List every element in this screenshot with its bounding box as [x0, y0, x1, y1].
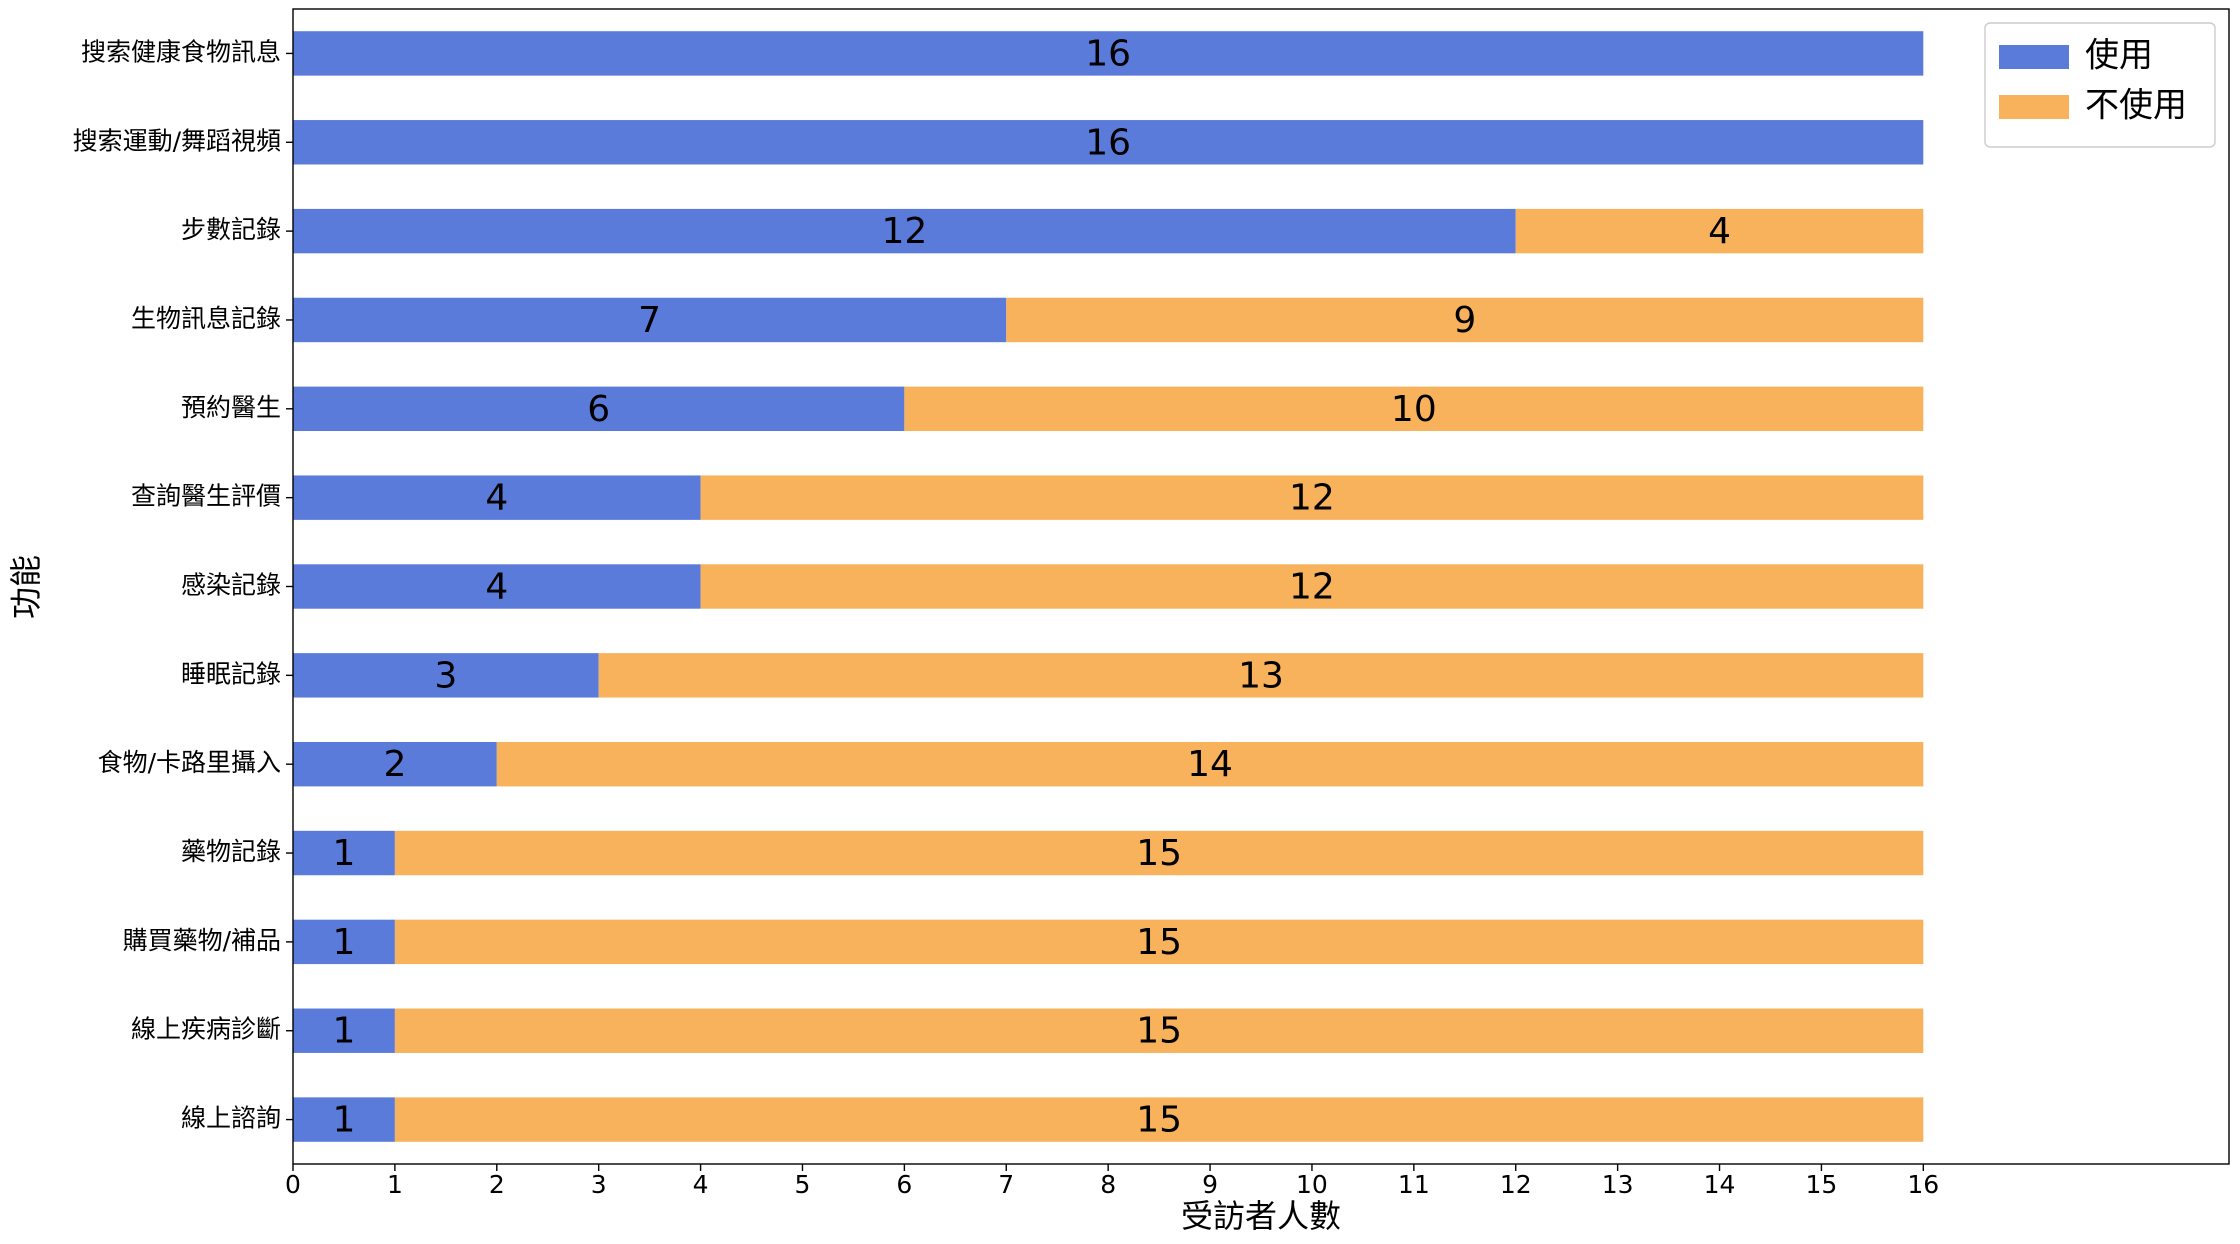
bar-segment — [293, 741, 497, 787]
x-tick-label: 8 — [1100, 1170, 1116, 1199]
bar-segment — [496, 741, 1924, 787]
x-axis-label: 受訪者人數 — [1181, 1197, 1341, 1235]
plot-frame — [292, 8, 2230, 1165]
data-label: 9 — [1453, 300, 1476, 341]
data-label: 6 — [587, 389, 610, 430]
legend-swatch — [1999, 45, 2069, 69]
bar-segment — [293, 564, 701, 609]
data-label: 15 — [1136, 833, 1182, 874]
data-label: 1 — [332, 922, 355, 963]
y-tick-label: 線上疾病診斷 — [131, 1015, 281, 1044]
x-tick-label: 0 — [285, 1170, 301, 1199]
x-tick-label: 7 — [998, 1170, 1014, 1199]
bar-segment — [293, 1008, 395, 1053]
bar-segment — [700, 475, 1924, 520]
y-tick-label: 睡眠記錄 — [181, 659, 281, 688]
x-tick-label: 15 — [1806, 1170, 1838, 1199]
data-label: 1 — [332, 1011, 355, 1052]
bar-segment — [1515, 208, 1924, 254]
y-tick-label: 購買藥物/補品 — [123, 926, 281, 955]
legend-label: 不使用 — [2085, 86, 2187, 126]
y-tick-label: 感染記錄 — [181, 571, 281, 600]
data-label: 12 — [881, 211, 927, 252]
x-tick-label: 3 — [591, 1170, 607, 1199]
bar-segment — [394, 1008, 1924, 1053]
bar-segment — [394, 919, 1924, 965]
data-label: 13 — [1238, 655, 1284, 696]
bar-segment — [394, 1097, 1924, 1142]
y-axis-label: 功能 — [7, 555, 45, 619]
data-label: 1 — [332, 833, 355, 874]
y-tick-label: 查詢醫生評價 — [131, 482, 281, 511]
data-label: 4 — [1708, 211, 1731, 252]
y-tick-label: 生物訊息記錄 — [131, 304, 281, 333]
data-label: 16 — [1085, 122, 1131, 163]
x-tick-label: 9 — [1202, 1170, 1218, 1199]
data-label: 3 — [434, 655, 457, 696]
y-tick-label: 搜索運動/舞蹈視頻 — [73, 126, 281, 155]
data-label: 15 — [1136, 1011, 1182, 1052]
x-tick-label: 14 — [1704, 1170, 1736, 1199]
bar-segment — [293, 919, 395, 965]
data-label: 4 — [485, 478, 508, 519]
bar-segment — [293, 830, 395, 876]
y-tick-label: 步數記錄 — [181, 215, 281, 244]
y-tick-label: 搜索健康食物訊息 — [81, 37, 281, 66]
y-tick-label: 藥物記錄 — [181, 837, 281, 866]
x-tick-label: 4 — [693, 1170, 709, 1199]
data-label: 4 — [485, 567, 508, 608]
x-tick-label: 1 — [387, 1170, 403, 1199]
x-tick-label: 13 — [1602, 1170, 1634, 1199]
bar-segment — [1006, 297, 1924, 343]
data-label: 12 — [1289, 478, 1335, 519]
y-tick-label: 預約醫生 — [181, 393, 281, 422]
data-label: 16 — [1085, 33, 1131, 74]
data-label: 10 — [1391, 389, 1437, 430]
bar-segment — [293, 31, 1924, 76]
x-tick-label: 11 — [1398, 1170, 1430, 1199]
bar-segment — [700, 564, 1924, 609]
x-tick-label: 16 — [1907, 1170, 1939, 1199]
legend-swatch — [1999, 95, 2069, 119]
bar-segment — [293, 475, 701, 520]
x-tick-label: 12 — [1500, 1170, 1532, 1199]
data-label: 1 — [332, 1100, 355, 1141]
data-label: 15 — [1136, 1100, 1182, 1141]
data-label: 7 — [638, 300, 661, 341]
bar-segment — [293, 1097, 395, 1142]
data-label: 14 — [1187, 744, 1233, 785]
bar-segment — [293, 297, 1007, 343]
bar-segment — [293, 653, 599, 698]
data-label: 12 — [1289, 567, 1335, 608]
legend-label: 使用 — [2085, 36, 2153, 76]
x-tick-label: 5 — [795, 1170, 811, 1199]
x-tick-label: 2 — [489, 1170, 505, 1199]
bar-segment — [904, 386, 1924, 432]
bar-segment — [598, 653, 1924, 698]
bar-segment — [394, 830, 1924, 876]
x-tick-label: 10 — [1296, 1170, 1328, 1199]
bar-segment — [293, 120, 1924, 165]
data-label: 15 — [1136, 922, 1182, 963]
y-tick-label: 線上諮詢 — [181, 1104, 281, 1133]
y-tick-label: 食物/卡路里攝入 — [98, 748, 281, 777]
data-label: 2 — [383, 744, 406, 785]
x-tick-label: 6 — [896, 1170, 912, 1199]
bar-segment — [293, 208, 1516, 254]
bar-segment — [293, 386, 905, 432]
